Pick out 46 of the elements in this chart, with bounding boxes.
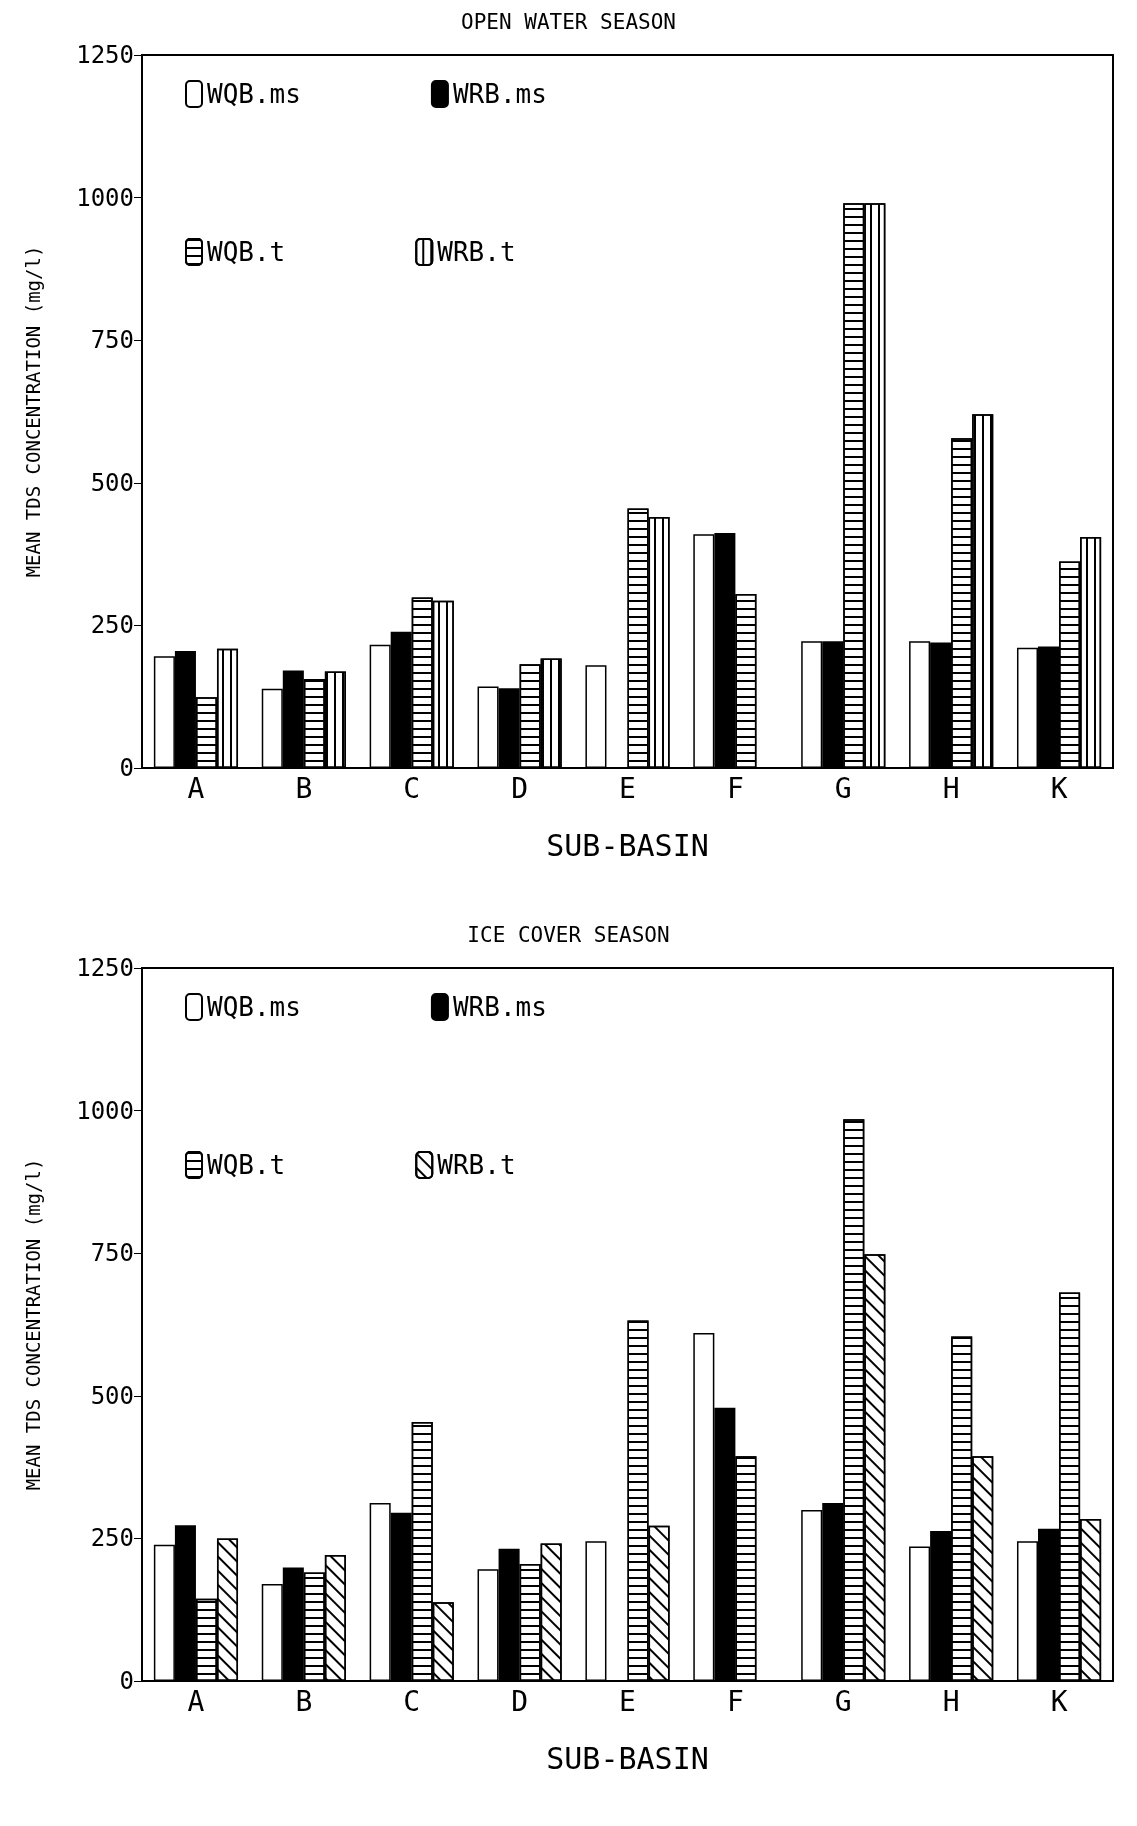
chart-title: ICE COVER SEASON — [467, 922, 670, 947]
legend-label: WQB.t — [207, 1150, 286, 1180]
y-tick-label: 1000 — [76, 1096, 134, 1125]
y-tick-label: 500 — [90, 1381, 134, 1410]
legend-label: WRB.t — [437, 1150, 516, 1180]
x-tick-label: K — [1050, 771, 1068, 805]
x-tick-label: B — [295, 1684, 313, 1718]
legend-label: WRB.ms — [452, 992, 547, 1022]
x-tick-label: A — [187, 771, 205, 805]
x-tick-label: C — [403, 771, 421, 805]
y-tick-label: 750 — [90, 1239, 134, 1268]
y-tick-label: 250 — [90, 1524, 134, 1553]
x-tick-label: H — [942, 1684, 960, 1718]
x-tick-label: D — [511, 771, 529, 805]
x-tick-label: E — [619, 771, 636, 805]
legend-label: WQB.t — [207, 237, 286, 267]
y-tick-label: 0 — [119, 754, 134, 782]
x-tick-label: G — [834, 771, 852, 805]
x-tick-label: G — [834, 1684, 852, 1718]
y-tick-label: 1000 — [76, 183, 134, 212]
x-axis-title: SUB-BASIN — [546, 827, 709, 863]
chart-title: OPEN WATER SEASON — [461, 9, 676, 34]
x-tick-label: A — [187, 1684, 205, 1718]
x-tick-label: D — [511, 1684, 529, 1718]
x-axis-title: SUB-BASIN — [546, 1740, 709, 1776]
y-tick-label: 500 — [90, 468, 134, 497]
bar — [585, 1541, 607, 1681]
y-tick-label: 1250 — [76, 41, 134, 69]
x-tick-label: C — [403, 1684, 421, 1718]
y-tick-label: 1250 — [76, 954, 134, 982]
legend-label: WRB.ms — [452, 79, 547, 109]
x-tick-label: K — [1050, 1684, 1068, 1718]
y-tick-label: 0 — [119, 1667, 134, 1695]
x-tick-label: E — [619, 1684, 636, 1718]
legend-label: WRB.t — [437, 237, 516, 267]
legend-label: WQB.ms — [207, 79, 301, 109]
x-tick-label: H — [942, 771, 960, 805]
legend-label: WQB.ms — [207, 992, 301, 1022]
y-axis-title: MEAN TDS CONCENTRATION (mg/l) — [21, 1158, 44, 1491]
y-tick-label: 250 — [90, 611, 134, 640]
x-tick-label: F — [726, 1684, 744, 1718]
x-tick-label: B — [295, 771, 313, 805]
y-axis-title: MEAN TDS CONCENTRATION (mg/l) — [21, 245, 44, 578]
bar — [585, 665, 607, 768]
y-tick-label: 750 — [90, 326, 134, 355]
x-tick-label: F — [726, 771, 744, 805]
